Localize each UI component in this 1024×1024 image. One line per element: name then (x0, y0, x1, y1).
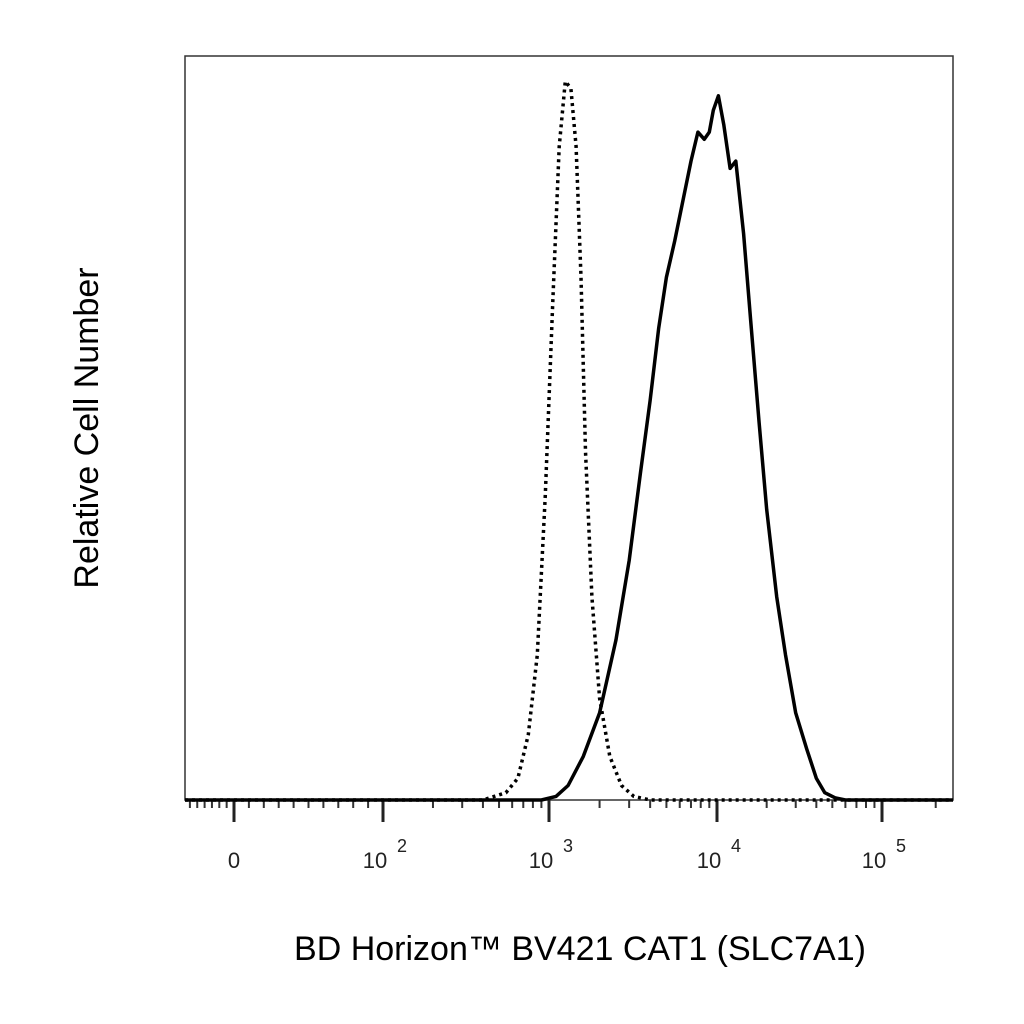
tick-exponent: 2 (397, 836, 407, 856)
plot-frame (184, 55, 954, 801)
histogram-series (185, 79, 953, 802)
tick-label: 10 (363, 848, 387, 873)
x-axis-title: BD Horizon™ BV421 CAT1 (SLC7A1) (294, 930, 866, 968)
tick-label: 10 (862, 848, 886, 873)
x-axis-tick-labels: 0 10 2 10 3 10 4 10 5 (228, 836, 906, 873)
series-line-stained (185, 94, 953, 802)
tick-exponent: 5 (896, 836, 906, 856)
tick-label: 0 (228, 848, 240, 873)
y-axis-title: Relative Cell Number (68, 267, 106, 588)
tick-exponent: 4 (731, 836, 741, 856)
tick-label: 10 (529, 848, 553, 873)
series-line-control (185, 79, 953, 802)
x-axis-ticks (188, 800, 937, 822)
tick-label: 10 (697, 848, 721, 873)
tick-exponent: 3 (563, 836, 573, 856)
